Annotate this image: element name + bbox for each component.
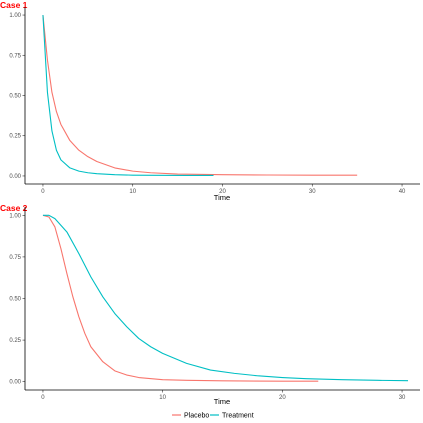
x-tick-label-case-1: 0 bbox=[41, 189, 45, 195]
legend-item-placebo: Placebo bbox=[172, 413, 209, 420]
y-tick-label-case-1: 0.25 bbox=[9, 134, 21, 140]
y-tick-label-case-2: 0.50 bbox=[9, 297, 21, 303]
panel-tag-case-1: Case 1 bbox=[0, 0, 28, 10]
legend-item-treatment: Treatment bbox=[210, 413, 254, 420]
tick-group-case-1: 0.000.250.500.751.000 10 20 30 40 bbox=[9, 13, 406, 195]
panel-tag-case-2: Case 2 bbox=[0, 203, 28, 213]
tick-group-case-2: 0.00 0.25 0.50 0.75 1.00 0 10 20 30 bbox=[9, 213, 406, 401]
curves-case-2 bbox=[43, 215, 408, 381]
series-line-treatment-case-1 bbox=[43, 15, 214, 175]
y-tick-label-case-1: 0.50 bbox=[9, 94, 21, 100]
legend-label-placebo: Placebo bbox=[184, 413, 209, 420]
panel-case-1: Case 1 0.000.250.500.751.000 10 20 30 40 Tim… bbox=[0, 0, 420, 202]
x-tick-label-case-2: 20 bbox=[279, 395, 286, 401]
y-tick-label-case-2: 0.25 bbox=[9, 338, 21, 344]
y-tick-label-case-2: 1.00 bbox=[9, 213, 21, 219]
x-tick-label-case-1: 30 bbox=[309, 189, 316, 195]
x-tick-label-case-2: 30 bbox=[399, 395, 406, 401]
x-tick-label-case-2: 10 bbox=[159, 395, 166, 401]
y-tick-label-case-1: 1.00 bbox=[9, 13, 21, 19]
panel-case-2: Case 2 0.00 0.25 0.50 0.75 1.00 0 10 20 30 Time bbox=[0, 203, 420, 406]
y-tick-label-case-2: 0.75 bbox=[9, 255, 21, 261]
legend-label-treatment: Treatment bbox=[222, 413, 254, 420]
x-tick-label-case-1: 40 bbox=[399, 189, 406, 195]
x-axis-title-case-2: Time bbox=[214, 397, 230, 406]
y-tick-label-case-2: 0.00 bbox=[9, 380, 21, 386]
y-tick-label-case-1: 0.00 bbox=[9, 174, 21, 180]
series-line-placebo-case-2 bbox=[43, 215, 318, 381]
y-tick-label-case-1: 0.75 bbox=[9, 53, 21, 59]
curves-case-1 bbox=[43, 15, 357, 175]
x-tick-label-case-2: 0 bbox=[41, 395, 45, 401]
x-axis-title-case-1: Time bbox=[214, 193, 230, 202]
x-tick-label-case-1: 10 bbox=[129, 189, 136, 195]
legend: Placebo Treatment bbox=[172, 413, 254, 420]
series-line-placebo-case-1 bbox=[43, 15, 357, 175]
